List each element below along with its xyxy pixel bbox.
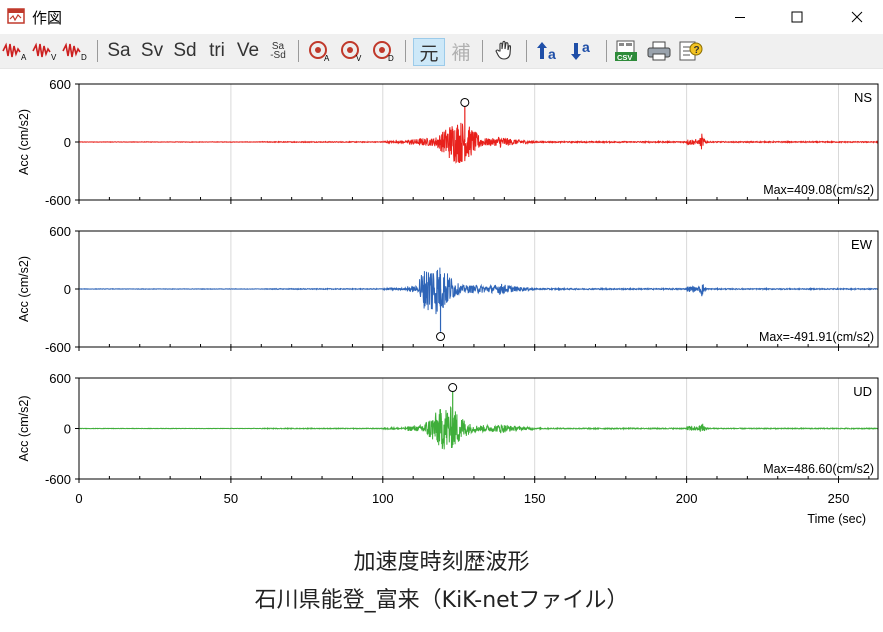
y-tick-label: -600 — [45, 193, 71, 208]
window-title: 作図 — [32, 9, 63, 27]
max-label: Max=-491.91(cm/s2) — [759, 330, 874, 344]
close-icon — [851, 11, 863, 23]
peak-marker — [436, 332, 446, 342]
y-tick-label: 0 — [64, 282, 71, 297]
maximize-button[interactable] — [774, 0, 820, 34]
x-tick-label: 200 — [676, 491, 698, 506]
pan-button[interactable] — [490, 38, 518, 64]
waveform-ud — [78, 405, 879, 450]
sa-sd-button[interactable]: Sa -Sd — [266, 38, 290, 64]
print-button[interactable] — [645, 38, 673, 64]
arrow-down-icon: a — [571, 39, 590, 60]
sa-sd-bottom-label: -Sd — [270, 50, 286, 61]
x-tick-label: 250 — [828, 491, 850, 506]
y-tick-label: -600 — [45, 472, 71, 487]
x-tick-label: 150 — [524, 491, 546, 506]
wave-disp-icon: D — [62, 42, 87, 62]
caption-subtitle: 石川県能登_富来（KiK-netファイル） — [254, 588, 629, 613]
component-label: EW — [851, 237, 873, 252]
svg-text:A: A — [21, 53, 27, 62]
peak-marker — [448, 383, 458, 393]
spectrum-vel-button[interactable]: V — [338, 38, 366, 64]
toolbar-separator — [298, 40, 299, 62]
waveform-ns — [78, 122, 879, 164]
toolbar: A V D Sa Sv Sd tri Ve Sa -Sd A V D 元 補 a… — [0, 34, 883, 69]
scale-up-button[interactable]: a — [534, 38, 564, 64]
x-tick-label: 100 — [372, 491, 394, 506]
svg-text:a: a — [548, 46, 556, 62]
svg-text:A: A — [324, 54, 330, 63]
toolbar-separator — [482, 40, 483, 62]
svg-text:V: V — [51, 53, 57, 62]
svg-text:?: ? — [694, 45, 700, 56]
sa-sd-top-label: Sa — [271, 41, 285, 52]
wave-vel-button[interactable]: V — [32, 38, 60, 64]
y-axis-label: Acc (cm/s2) — [17, 109, 31, 175]
max-label: Max=486.60(cm/s2) — [763, 462, 874, 476]
spectrum-vel-icon: V — [341, 41, 362, 63]
print-icon — [647, 41, 671, 61]
spectrum-disp-icon: D — [373, 41, 394, 63]
title-bar: 作図 — [0, 0, 883, 34]
arrow-up-icon: a — [537, 42, 556, 62]
minimize-icon — [735, 17, 745, 18]
x-axis-label: Time (sec) — [807, 512, 866, 526]
y-axis-label: Acc (cm/s2) — [17, 396, 31, 462]
y-tick-label: 0 — [64, 422, 71, 437]
wave-disp-button[interactable]: D — [62, 38, 90, 64]
csv-export-icon: CSV — [615, 40, 637, 62]
y-tick-label: 600 — [49, 371, 71, 386]
help-icon: ? — [679, 41, 703, 61]
app-icon — [7, 8, 25, 24]
y-tick-label: 600 — [49, 77, 71, 92]
sv-button[interactable]: Sv — [140, 40, 164, 61]
y-tick-label: 600 — [49, 224, 71, 239]
toolbar-separator — [606, 40, 607, 62]
toolbar-separator — [97, 40, 98, 62]
spectrum-disp-button[interactable]: D — [370, 38, 398, 64]
y-axis-label: Acc (cm/s2) — [17, 256, 31, 322]
max-label: Max=409.08(cm/s2) — [763, 183, 874, 197]
help-button[interactable]: ? — [677, 38, 705, 64]
toolbar-separator — [405, 40, 406, 62]
waveform-ew — [79, 267, 879, 315]
csv-label: CSV — [617, 53, 632, 62]
scale-down-button[interactable]: a — [568, 38, 598, 64]
csv-export-button[interactable]: CSV — [613, 38, 641, 64]
waveform-chart: 600 0 -600 Acc (cm/s2) NS Max=409.08(cm/s2) 60… — [17, 77, 879, 526]
svg-text:V: V — [356, 54, 362, 63]
y-tick-label: -600 — [45, 340, 71, 355]
corrected-wave-toggle[interactable]: 補 — [451, 41, 471, 64]
hand-icon — [495, 40, 512, 60]
component-label: UD — [853, 384, 872, 399]
wave-vel-icon: V — [32, 42, 57, 62]
y-tick-label: 0 — [64, 135, 71, 150]
sd-button[interactable]: Sd — [173, 40, 197, 61]
svg-text:a: a — [582, 39, 590, 55]
svg-text:D: D — [81, 53, 87, 62]
maximize-icon — [791, 11, 803, 23]
toolbar-separator — [526, 40, 527, 62]
x-tick-label: 50 — [224, 491, 238, 506]
wave-acc-button[interactable]: A — [2, 38, 30, 64]
svg-text:D: D — [388, 54, 394, 63]
component-label: NS — [854, 90, 872, 105]
tri-button[interactable]: tri — [209, 40, 225, 61]
x-tick-label: 0 — [75, 491, 82, 506]
spectrum-acc-icon: A — [309, 41, 330, 63]
spectrum-acc-button[interactable]: A — [306, 38, 334, 64]
close-button[interactable] — [834, 0, 880, 34]
sa-button[interactable]: Sa — [107, 40, 131, 61]
caption-title: 加速度時刻歴波形 — [353, 550, 530, 575]
minimize-button[interactable] — [717, 0, 763, 34]
peak-marker — [460, 97, 470, 107]
original-wave-toggle[interactable]: 元 — [413, 38, 445, 66]
ve-button[interactable]: Ve — [236, 40, 260, 61]
wave-acc-icon: A — [2, 42, 27, 62]
